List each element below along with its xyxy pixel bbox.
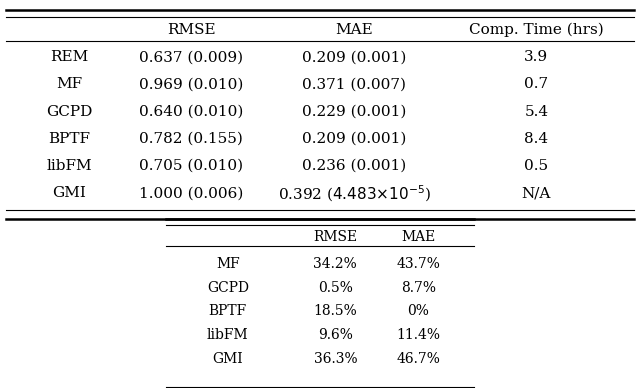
Text: 0.969 (0.010): 0.969 (0.010) (140, 78, 244, 92)
Text: 0.209 (0.001): 0.209 (0.001) (302, 50, 406, 64)
Text: GCPD: GCPD (46, 105, 92, 119)
Text: 0%: 0% (408, 304, 429, 318)
Text: 8.7%: 8.7% (401, 281, 436, 294)
Text: BPTF: BPTF (48, 132, 90, 146)
Text: 0.782 (0.155): 0.782 (0.155) (140, 132, 243, 146)
Text: MAE: MAE (401, 230, 435, 244)
Text: 0.5: 0.5 (524, 159, 548, 173)
Text: 46.7%: 46.7% (396, 352, 440, 365)
Text: BPTF: BPTF (209, 304, 247, 318)
Text: libFM: libFM (46, 159, 92, 173)
Text: 5.4: 5.4 (524, 105, 548, 119)
Text: 18.5%: 18.5% (314, 304, 357, 318)
Text: MAE: MAE (335, 23, 373, 37)
Text: RMSE: RMSE (314, 230, 357, 244)
Text: 0.371 (0.007): 0.371 (0.007) (303, 78, 406, 92)
Text: GMI: GMI (52, 186, 86, 200)
Text: REM: REM (50, 50, 88, 64)
Text: 0.640 (0.010): 0.640 (0.010) (140, 105, 244, 119)
Text: 0.7: 0.7 (524, 78, 548, 92)
Text: GMI: GMI (212, 352, 243, 365)
Text: 0.705 (0.010): 0.705 (0.010) (140, 159, 243, 173)
Text: 3.9: 3.9 (524, 50, 548, 64)
Text: 0.229 (0.001): 0.229 (0.001) (302, 105, 406, 119)
Text: 8.4: 8.4 (524, 132, 548, 146)
Text: 9.6%: 9.6% (318, 328, 353, 342)
Text: N/A: N/A (522, 186, 551, 200)
Text: 0.5%: 0.5% (318, 281, 353, 294)
Text: 0.637 (0.009): 0.637 (0.009) (140, 50, 243, 64)
Text: Comp. Time (hrs): Comp. Time (hrs) (469, 23, 604, 37)
Text: 34.2%: 34.2% (314, 257, 357, 271)
Text: RMSE: RMSE (167, 23, 216, 37)
Text: libFM: libFM (207, 328, 249, 342)
Text: 36.3%: 36.3% (314, 352, 357, 365)
Text: 43.7%: 43.7% (396, 257, 440, 271)
Text: 11.4%: 11.4% (396, 328, 440, 342)
Text: 0.236 (0.001): 0.236 (0.001) (302, 159, 406, 173)
Text: 0.392 ($4.483{\times}10^{-5}$): 0.392 ($4.483{\times}10^{-5}$) (278, 183, 431, 204)
Text: MF: MF (56, 78, 82, 92)
Text: GCPD: GCPD (207, 281, 249, 294)
Text: 1.000 (0.006): 1.000 (0.006) (140, 186, 244, 200)
Text: 0.209 (0.001): 0.209 (0.001) (302, 132, 406, 146)
Text: MF: MF (216, 257, 240, 271)
